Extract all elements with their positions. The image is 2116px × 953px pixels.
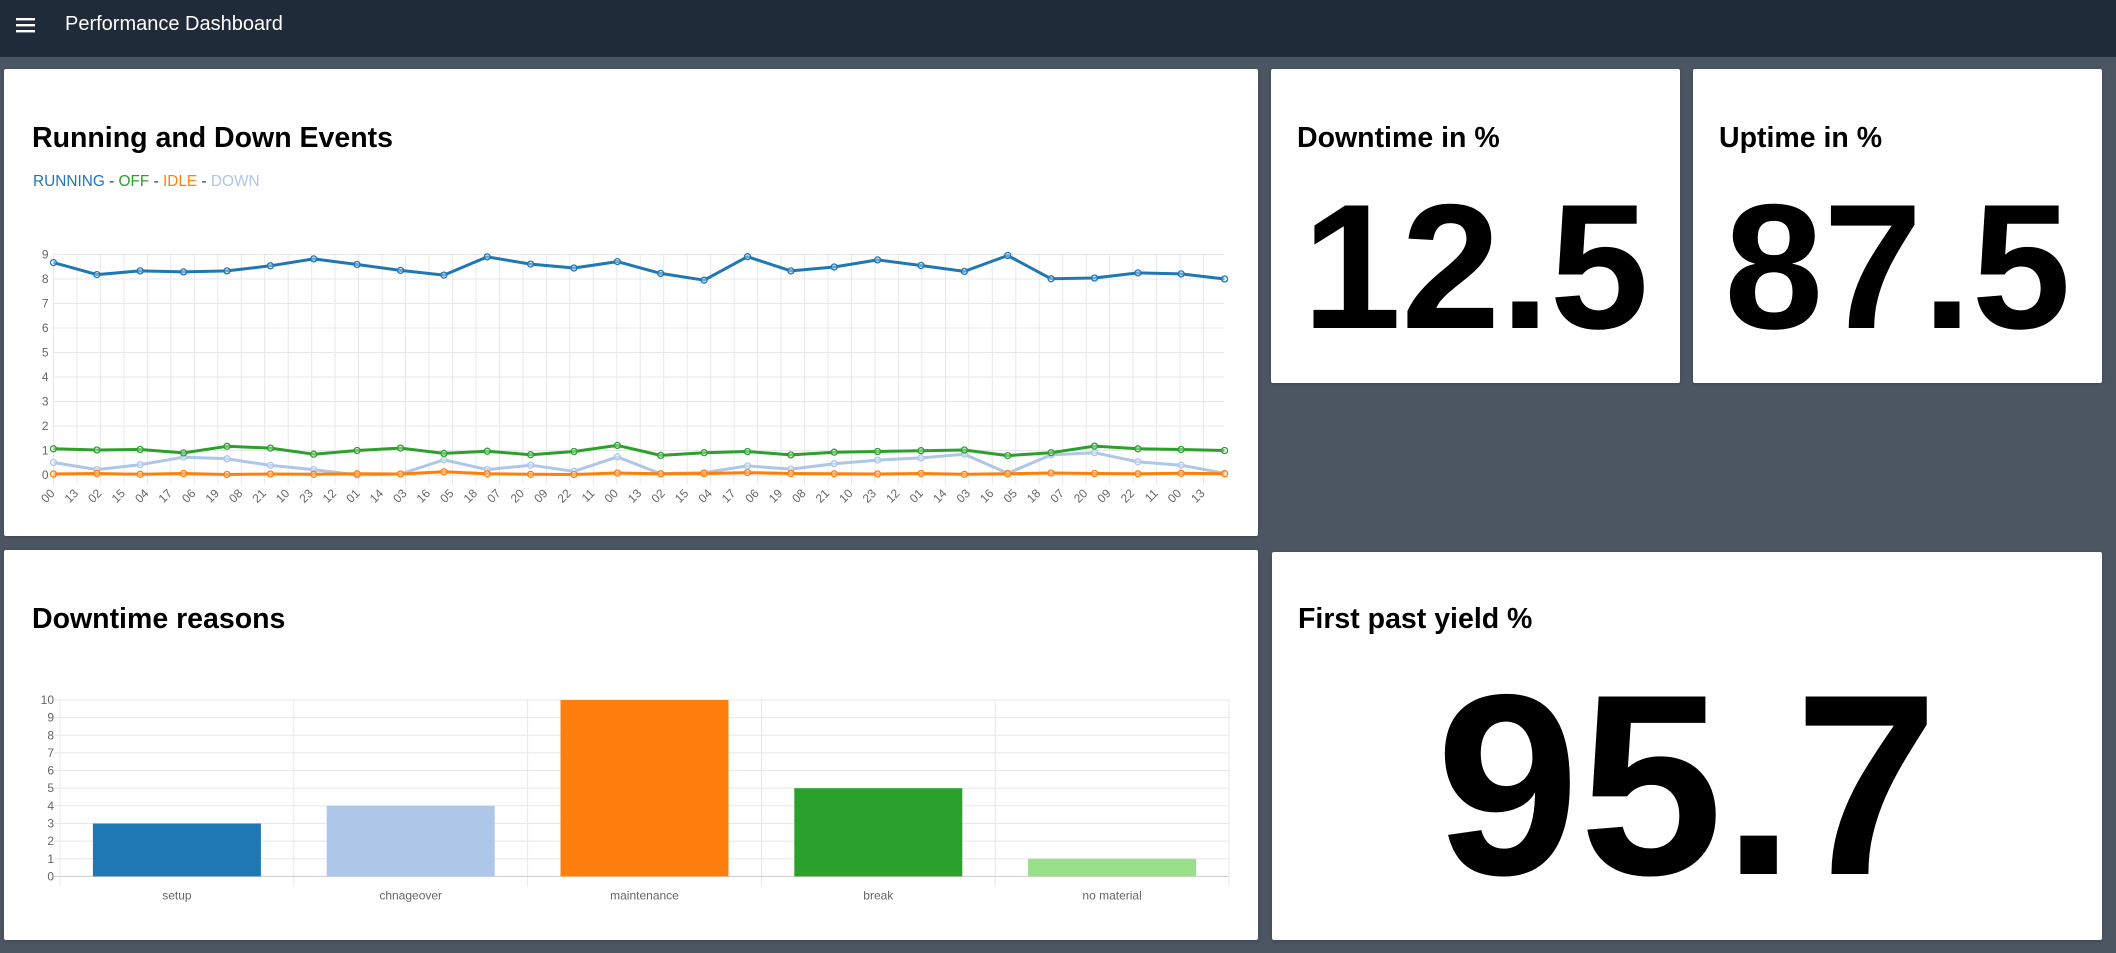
svg-text:02: 02: [648, 486, 668, 506]
svg-text:09: 09: [531, 486, 551, 506]
svg-text:7: 7: [42, 297, 49, 311]
svg-text:19: 19: [203, 486, 223, 506]
svg-text:00: 00: [602, 486, 622, 506]
svg-text:03: 03: [390, 486, 410, 506]
svg-text:14: 14: [367, 486, 387, 506]
svg-text:16: 16: [977, 486, 997, 506]
svg-text:13: 13: [62, 486, 82, 506]
svg-text:2: 2: [47, 834, 54, 848]
svg-text:00: 00: [1165, 486, 1185, 506]
svg-text:11: 11: [1142, 486, 1161, 505]
svg-text:10: 10: [41, 693, 55, 707]
svg-text:05: 05: [1001, 486, 1021, 506]
svg-text:setup: setup: [162, 888, 192, 902]
svg-text:23: 23: [860, 486, 880, 506]
svg-text:08: 08: [789, 486, 809, 506]
svg-text:3: 3: [42, 395, 49, 409]
svg-text:3: 3: [47, 817, 54, 831]
svg-text:4: 4: [47, 799, 54, 813]
svg-text:10: 10: [836, 486, 856, 506]
svg-text:04: 04: [695, 486, 715, 506]
svg-text:12: 12: [320, 486, 340, 506]
svg-text:10: 10: [273, 486, 293, 506]
svg-text:06: 06: [742, 486, 762, 506]
svg-text:9: 9: [47, 711, 54, 725]
svg-text:02: 02: [85, 486, 105, 506]
svg-text:0: 0: [42, 468, 49, 482]
svg-text:05: 05: [437, 486, 457, 506]
svg-text:23: 23: [296, 486, 316, 506]
svg-text:03: 03: [954, 486, 974, 506]
svg-text:0: 0: [47, 869, 54, 883]
svg-text:21: 21: [813, 486, 833, 506]
svg-text:5: 5: [42, 346, 49, 360]
svg-text:14: 14: [930, 486, 950, 506]
svg-text:17: 17: [719, 486, 739, 506]
svg-text:8: 8: [42, 272, 49, 286]
svg-text:11: 11: [579, 486, 598, 505]
svg-text:01: 01: [907, 486, 927, 506]
svg-text:21: 21: [249, 486, 269, 506]
svg-text:18: 18: [461, 486, 481, 506]
svg-text:22: 22: [555, 486, 575, 506]
svg-text:12: 12: [883, 486, 903, 506]
svg-text:5: 5: [47, 781, 54, 795]
svg-text:08: 08: [226, 486, 246, 506]
svg-text:8: 8: [47, 728, 54, 742]
svg-text:20: 20: [508, 486, 528, 506]
svg-text:04: 04: [132, 486, 152, 506]
svg-text:13: 13: [625, 486, 645, 506]
svg-text:maintenance: maintenance: [610, 888, 679, 902]
svg-text:7: 7: [47, 746, 54, 760]
svg-text:01: 01: [343, 486, 363, 506]
svg-text:6: 6: [47, 764, 54, 778]
svg-text:00: 00: [38, 486, 58, 506]
svg-text:07: 07: [484, 486, 504, 506]
svg-text:1: 1: [47, 852, 54, 866]
svg-text:13: 13: [1188, 486, 1208, 506]
svg-text:09: 09: [1094, 486, 1114, 506]
svg-text:6: 6: [42, 321, 49, 335]
svg-text:18: 18: [1024, 486, 1044, 506]
svg-text:16: 16: [414, 486, 434, 506]
svg-text:4: 4: [42, 370, 49, 384]
svg-text:07: 07: [1047, 486, 1067, 506]
svg-text:15: 15: [672, 486, 692, 506]
svg-text:19: 19: [766, 486, 786, 506]
svg-text:22: 22: [1118, 486, 1138, 506]
svg-text:no material: no material: [1082, 888, 1141, 902]
svg-text:15: 15: [109, 486, 129, 506]
svg-text:9: 9: [42, 248, 49, 262]
svg-text:06: 06: [179, 486, 199, 506]
svg-text:20: 20: [1071, 486, 1091, 506]
svg-text:1: 1: [42, 444, 49, 458]
svg-text:2: 2: [42, 419, 49, 433]
svg-text:17: 17: [156, 486, 176, 506]
svg-text:chnageover: chnageover: [379, 888, 442, 902]
svg-text:break: break: [863, 888, 894, 902]
